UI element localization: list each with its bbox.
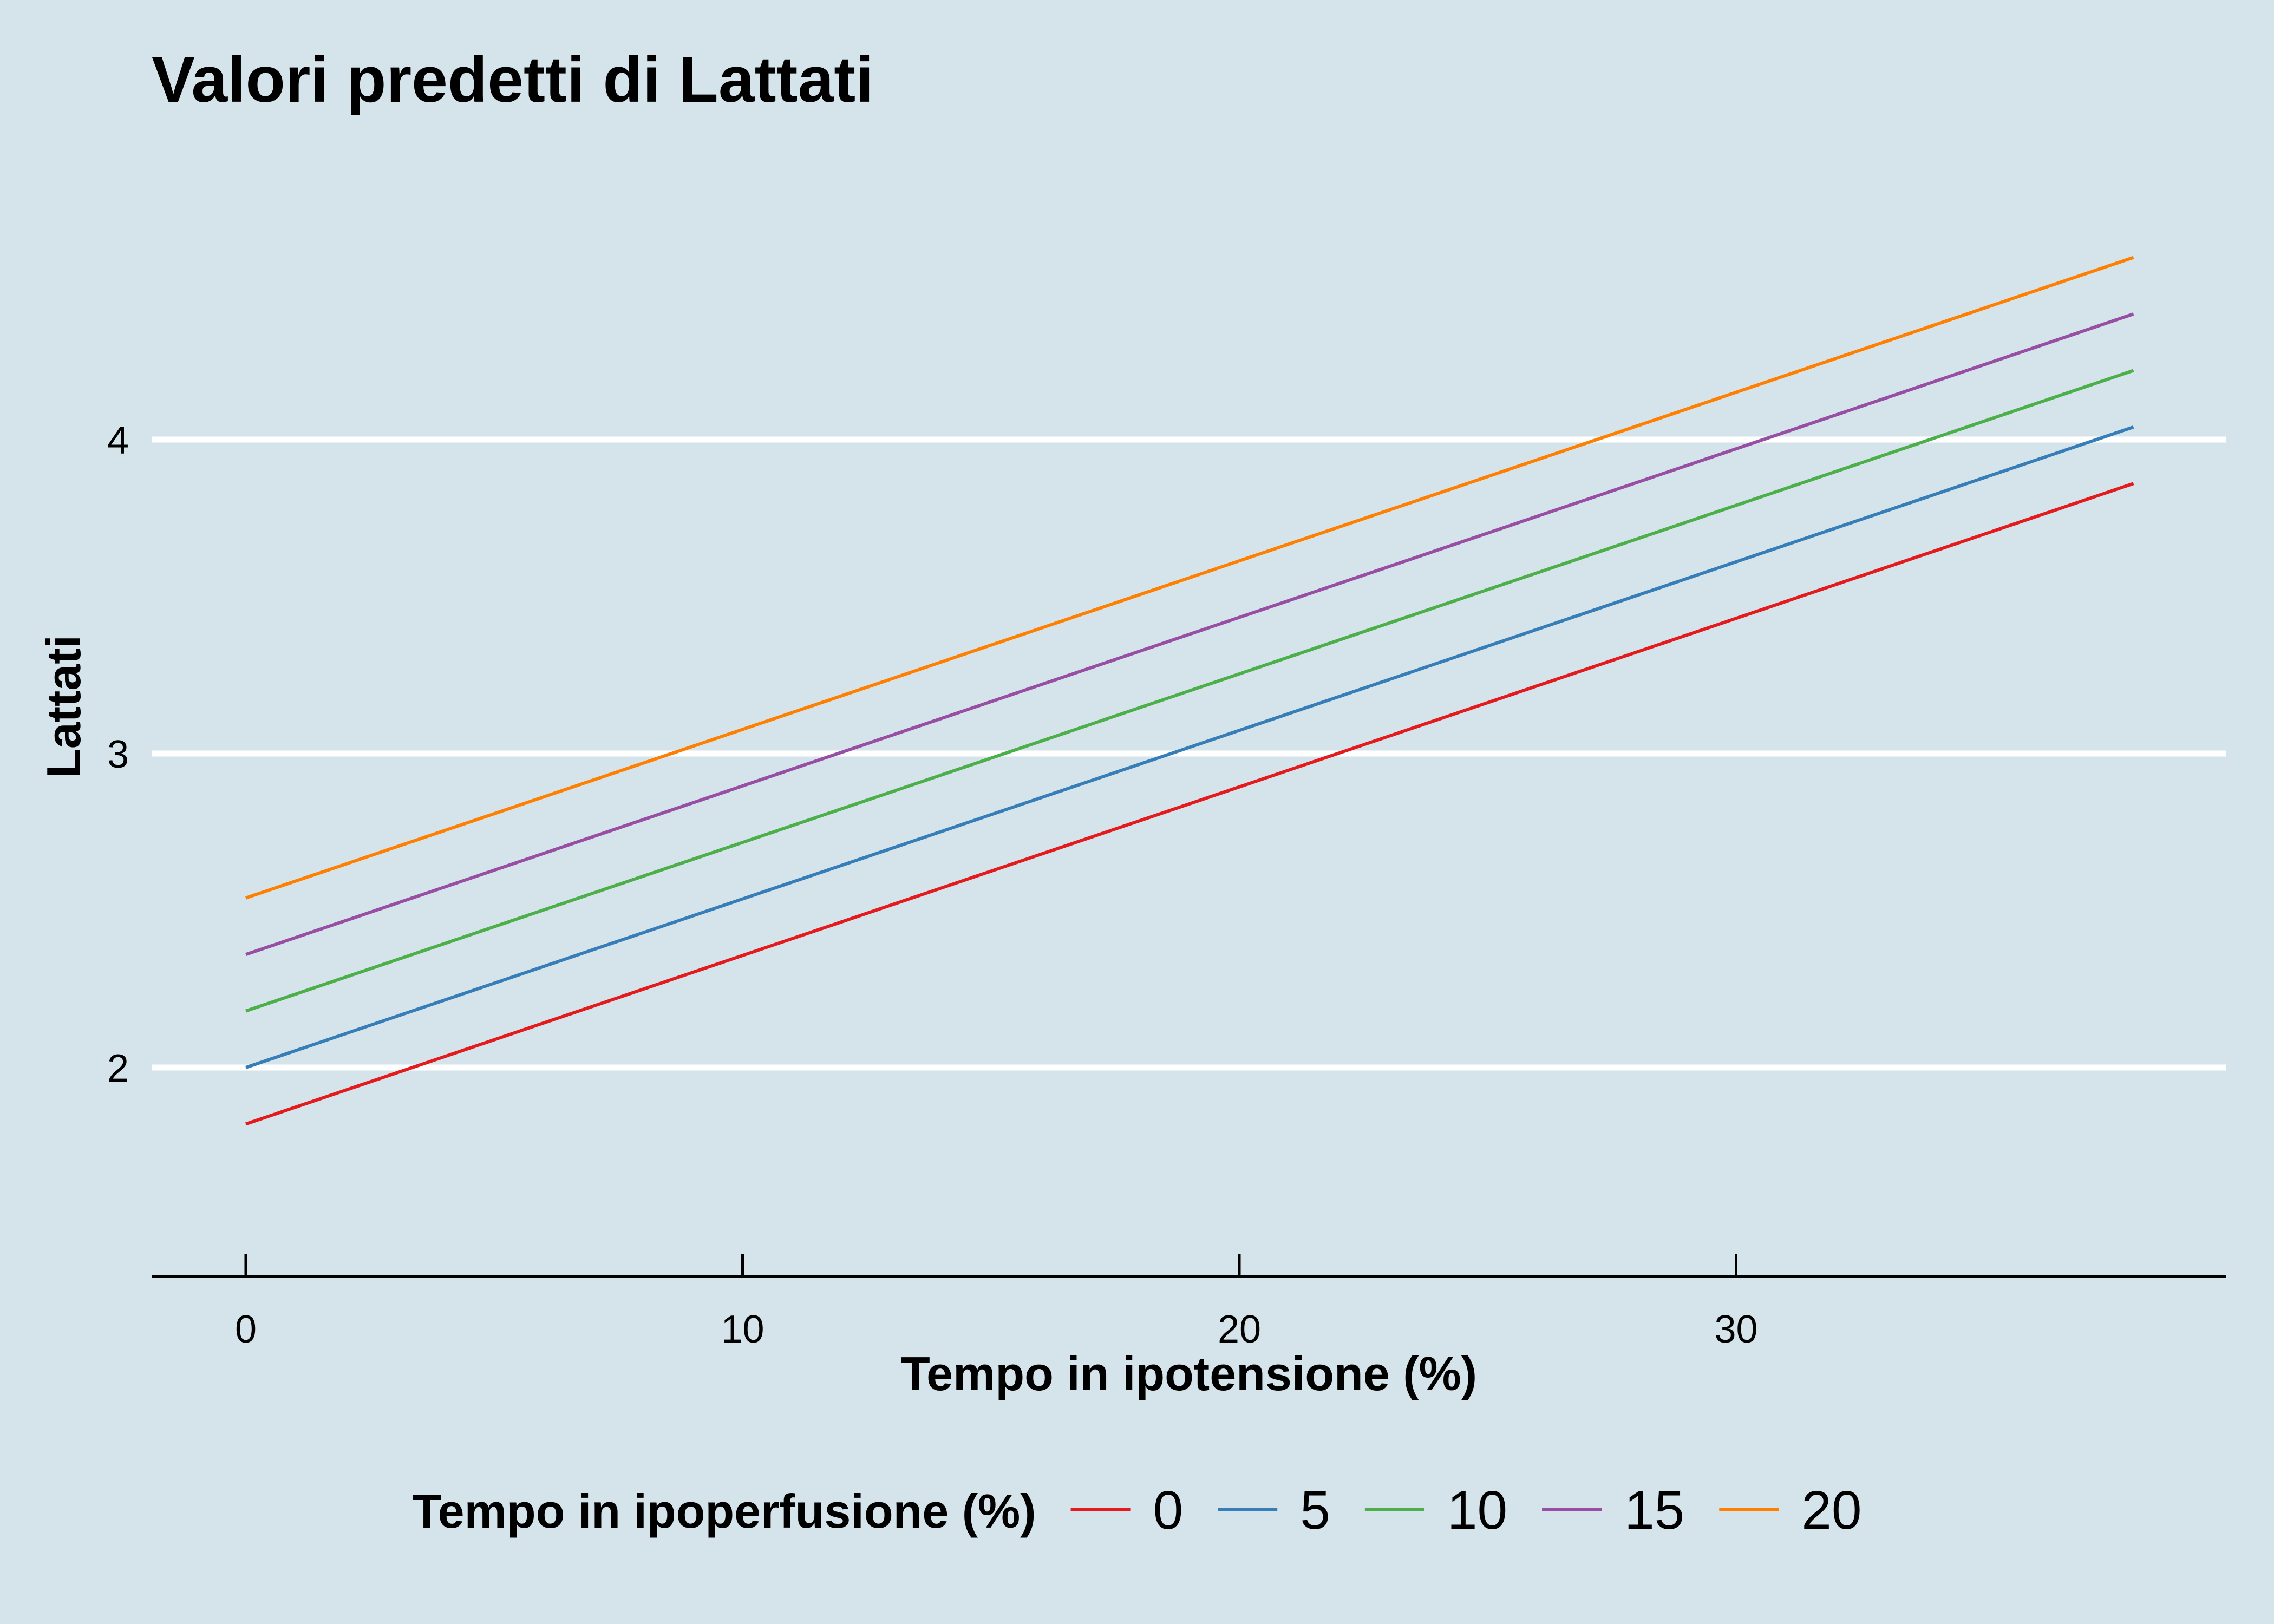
legend-title: Tempo in ipoperfusione (%) xyxy=(412,1484,1036,1538)
x-tick-label-0: 0 xyxy=(235,1308,257,1351)
legend-label-0: 0 xyxy=(1153,1480,1184,1541)
series-line-10 xyxy=(245,369,2134,1013)
y-tick-label-2: 2 xyxy=(107,1047,129,1090)
legend-label-5: 5 xyxy=(1300,1480,1330,1541)
y-axis-tick-labels: 2 3 4 xyxy=(107,419,129,1090)
legend-label-15: 15 xyxy=(1624,1480,1684,1541)
series-line-0 xyxy=(245,482,2134,1126)
series-line-5 xyxy=(245,425,2134,1069)
legend-label-10: 10 xyxy=(1447,1480,1507,1541)
y-tick-label-3: 3 xyxy=(107,733,129,776)
y-tick-label-4: 4 xyxy=(107,419,129,462)
series-line-20 xyxy=(245,256,2134,900)
legend-label-20: 20 xyxy=(1801,1480,1861,1541)
x-tick-label-20: 20 xyxy=(1218,1308,1261,1351)
x-tick-label-10: 10 xyxy=(721,1308,764,1351)
x-axis-title: Tempo in ipotensione (%) xyxy=(901,1347,1477,1400)
x-tick-label-30: 30 xyxy=(1714,1308,1757,1351)
series-line-15 xyxy=(245,312,2134,957)
series-lines xyxy=(245,256,2134,1126)
x-axis: 0 10 20 30 xyxy=(152,1254,2226,1351)
chart-title: Valori predetti di Lattati xyxy=(152,43,874,116)
y-axis-title: Lattati xyxy=(37,635,90,778)
gridlines xyxy=(152,436,2226,1071)
legend: Tempo in ipoperfusione (%) 0 5 10 15 20 xyxy=(412,1480,1861,1541)
